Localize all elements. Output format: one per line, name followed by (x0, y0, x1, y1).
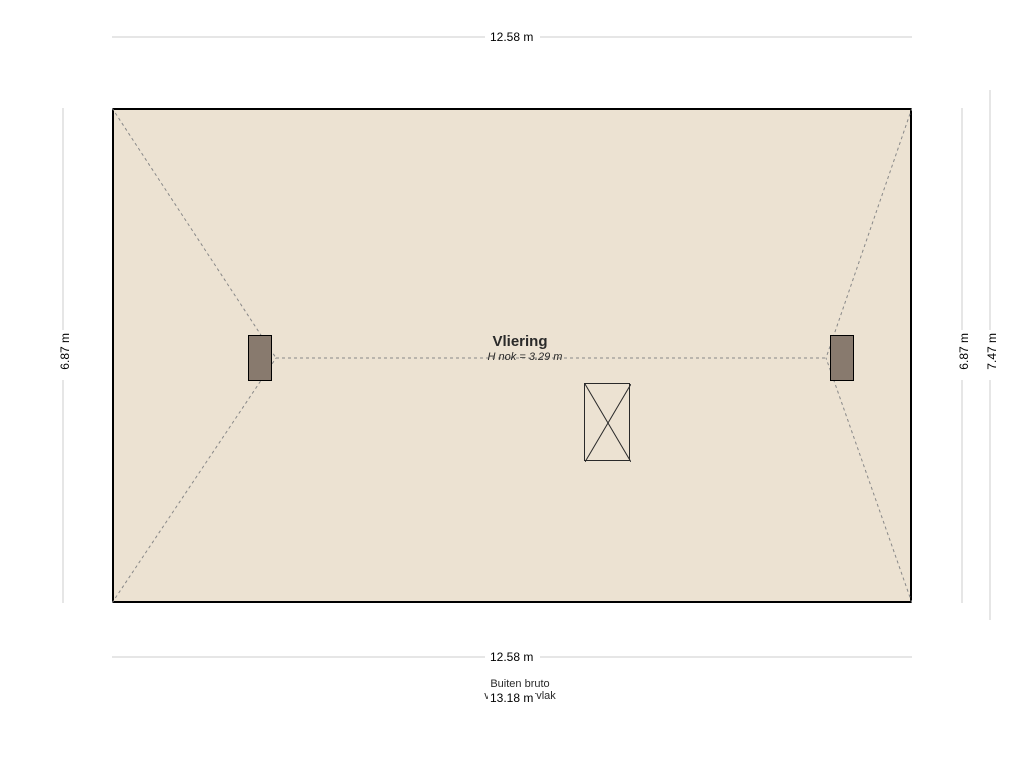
floorplan-canvas: Vliering H nok = 3.29 m 12.58 m 12.58 m … (0, 0, 1024, 768)
dimension-guides (0, 0, 1024, 768)
